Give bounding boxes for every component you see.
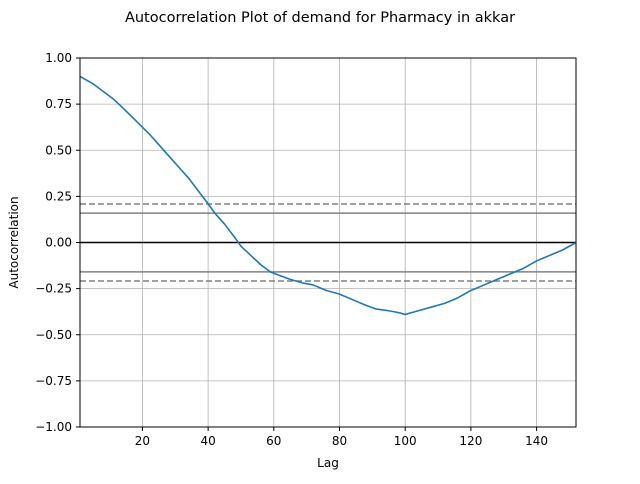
y-axis-ticks: −1.00 −0.75 −0.50 −0.25 0.00 0.25 0.50 0.75 1.00 [35, 51, 80, 434]
y-tick-label: 0.50 [45, 143, 72, 157]
x-tick-label: 100 [394, 434, 417, 448]
autocorrelation-series-line [79, 75, 577, 316]
y-tick-label: 1.00 [45, 51, 72, 65]
chart-title: Autocorrelation Plot of demand for Pharm… [125, 10, 515, 26]
y-tick-label: 0.75 [45, 97, 72, 111]
x-tick-label: 60 [266, 434, 281, 448]
x-tick-label: 40 [200, 434, 215, 448]
x-tick-label: 140 [525, 434, 548, 448]
y-tick-label: 0.25 [45, 189, 72, 203]
y-axis-label: Autocorrelation [7, 196, 21, 288]
reference-lines [80, 203, 576, 282]
series-layer [79, 75, 577, 316]
y-tick-label: −0.25 [35, 282, 72, 296]
y-tick-label: −1.00 [35, 420, 72, 434]
x-tick-label: 120 [459, 434, 482, 448]
x-axis-ticks: 20 40 60 80 100 120 140 [135, 427, 548, 448]
y-tick-label: −0.50 [35, 328, 72, 342]
x-tick-label: 20 [135, 434, 150, 448]
x-tick-label: 80 [332, 434, 347, 448]
y-tick-label: 0.00 [45, 236, 72, 250]
x-axis-label: Lag [317, 456, 339, 470]
y-tick-label: −0.75 [35, 374, 72, 388]
